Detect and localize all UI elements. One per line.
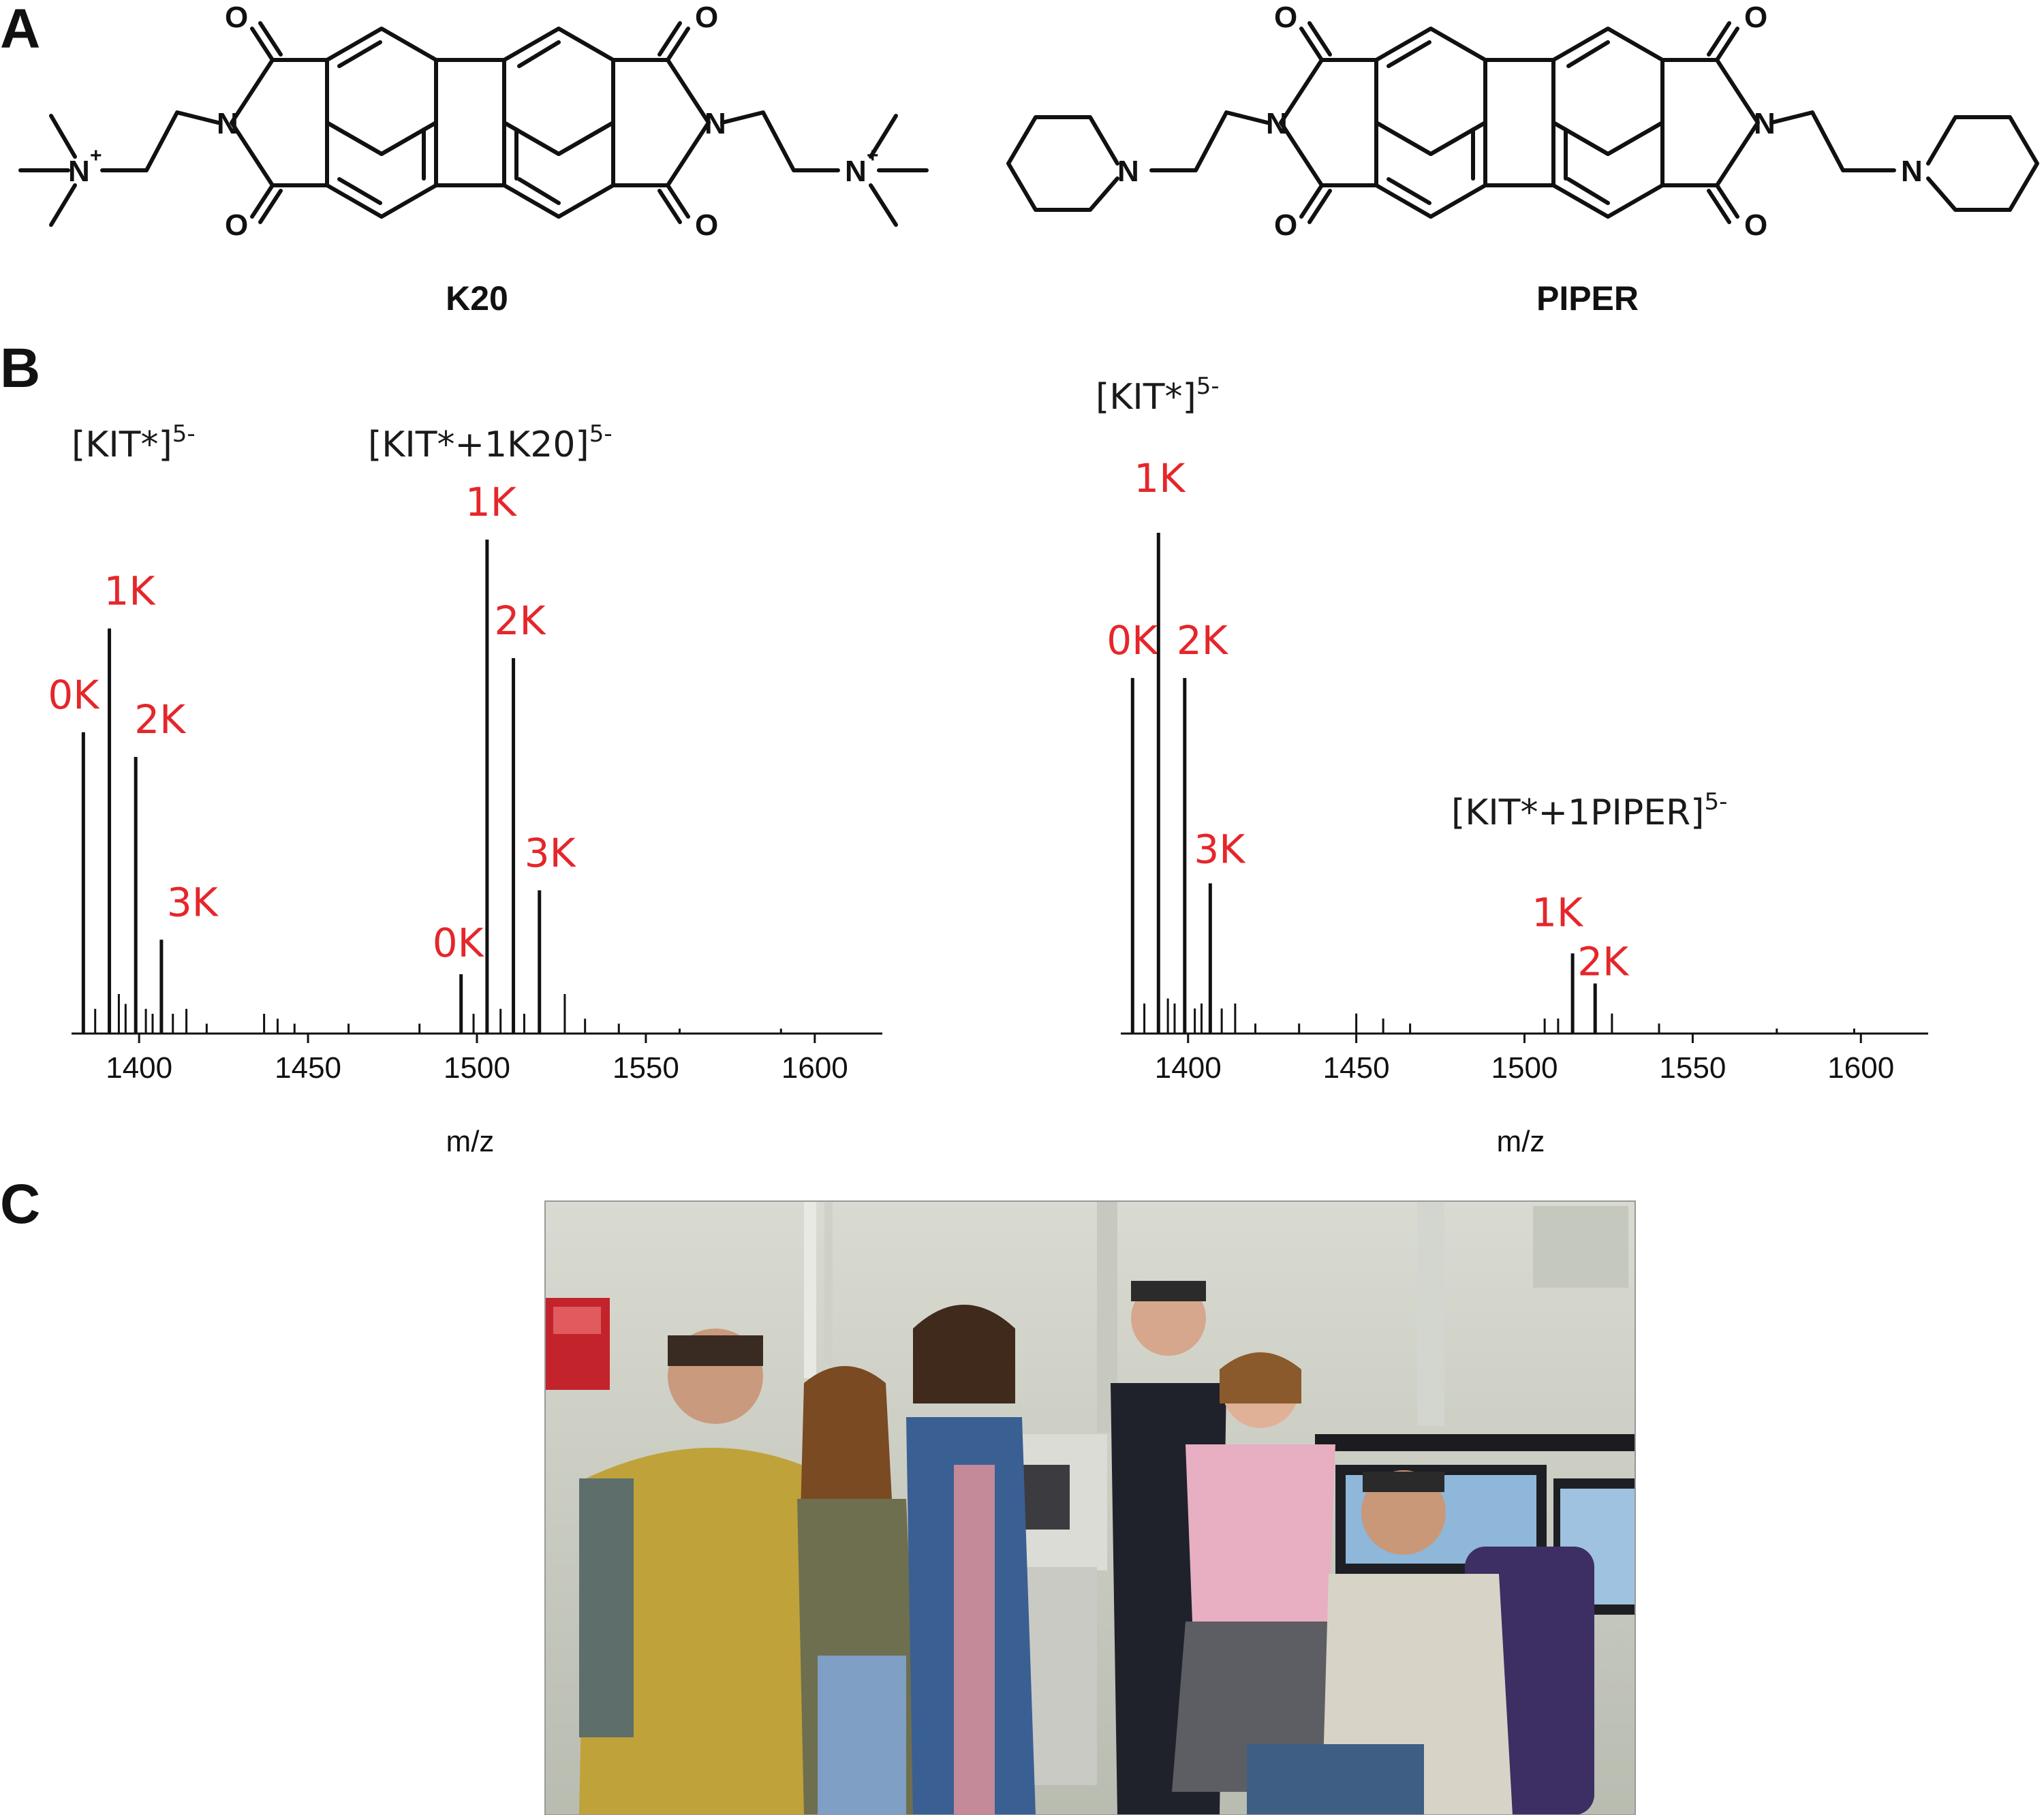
k20-oxygen-top-left: O — [225, 1, 248, 34]
species-label-kit-piper: [KIT*+1PIPER]5- — [1451, 788, 1727, 833]
piper-imide-n-left: N — [1266, 107, 1288, 140]
k20-ammonium-n-left: N — [68, 155, 90, 188]
peak-label: 1K — [104, 568, 157, 615]
peak-label: 2K — [1177, 617, 1229, 664]
mass-spectrum-k20: 1400 1450 1500 1550 1600 0K 1K 2K 3K 0K 1K 2K 3K — [48, 479, 882, 1085]
piper-ring-n-left: N — [1117, 155, 1139, 188]
x-axis-label-left: m/z — [446, 1125, 495, 1158]
peak-label: 1K — [1134, 455, 1186, 501]
peak-label: 2K — [495, 598, 547, 644]
peak-label: 3K — [525, 830, 577, 876]
k20-charge-left: + — [90, 144, 102, 167]
person-3 — [906, 1305, 1036, 1815]
panel-label-c: C — [0, 1173, 40, 1235]
x-tick-label: 1400 — [1155, 1051, 1222, 1085]
x-tick-label: 1600 — [781, 1051, 848, 1085]
peak-label: 0K — [48, 672, 100, 718]
piper-oxygen-bottom-left: O — [1274, 208, 1297, 242]
person-2 — [797, 1366, 920, 1815]
piper-oxygen-top-right: O — [1744, 1, 1767, 34]
molecule-piper: O O O O N N N N PIPER — [1006, 1, 2039, 317]
piper-oxygen-top-left: O — [1274, 1, 1297, 34]
species-label-kit-k20: [KIT*+1K20]5- — [368, 420, 613, 465]
k20-oxygen-top-right: O — [695, 1, 718, 34]
k20-ammonium-n-right: N — [845, 155, 867, 188]
x-tick-label: 1400 — [106, 1051, 172, 1085]
perylene-core — [18, 21, 929, 227]
peak-label: 0K — [1106, 617, 1159, 664]
k20-imide-n-right: N — [704, 107, 726, 140]
peak-label: 1K — [1532, 889, 1584, 935]
k20-charge-right: + — [867, 144, 879, 167]
peak-label: 2K — [134, 696, 187, 743]
peak-label: 0K — [433, 920, 485, 966]
k20-oxygen-bottom-right: O — [695, 208, 718, 242]
peak-label: 3K — [167, 879, 219, 925]
species-label-kit-left: [KIT*]5- — [72, 420, 196, 465]
panel-label-a: A — [0, 0, 40, 60]
perylene-core — [1006, 21, 2039, 224]
x-tick-label: 1500 — [444, 1051, 510, 1085]
person-6 — [1247, 1470, 1513, 1815]
x-tick-label: 1550 — [613, 1051, 679, 1085]
x-tick-label: 1500 — [1491, 1051, 1558, 1085]
x-axis-label-right: m/z — [1497, 1125, 1545, 1158]
k20-oxygen-bottom-left: O — [225, 208, 248, 242]
piper-imide-n-right: N — [1754, 107, 1776, 140]
peak-label: 3K — [1194, 826, 1246, 873]
molecule-k20: O O O O N N N + N + K20 — [18, 1, 929, 317]
lab-team-photo — [544, 1200, 1636, 1815]
x-tick-label: 1600 — [1827, 1051, 1894, 1085]
peak-label: 2K — [1577, 939, 1630, 985]
peak-label: 1K — [465, 479, 518, 525]
piper-ring-n-right: N — [1901, 155, 1923, 188]
piper-oxygen-bottom-right: O — [1744, 208, 1767, 242]
person-1 — [579, 1329, 838, 1815]
k20-imide-n-left: N — [217, 107, 238, 140]
x-tick-label: 1450 — [1323, 1051, 1390, 1085]
molecule-name-k20: K20 — [446, 279, 508, 317]
x-tick-label: 1550 — [1659, 1051, 1726, 1085]
panel-label-b: B — [0, 337, 40, 399]
x-tick-label: 1450 — [275, 1051, 341, 1085]
molecule-name-piper: PIPER — [1536, 279, 1639, 317]
species-label-kit-right: [KIT*]5- — [1096, 373, 1220, 418]
